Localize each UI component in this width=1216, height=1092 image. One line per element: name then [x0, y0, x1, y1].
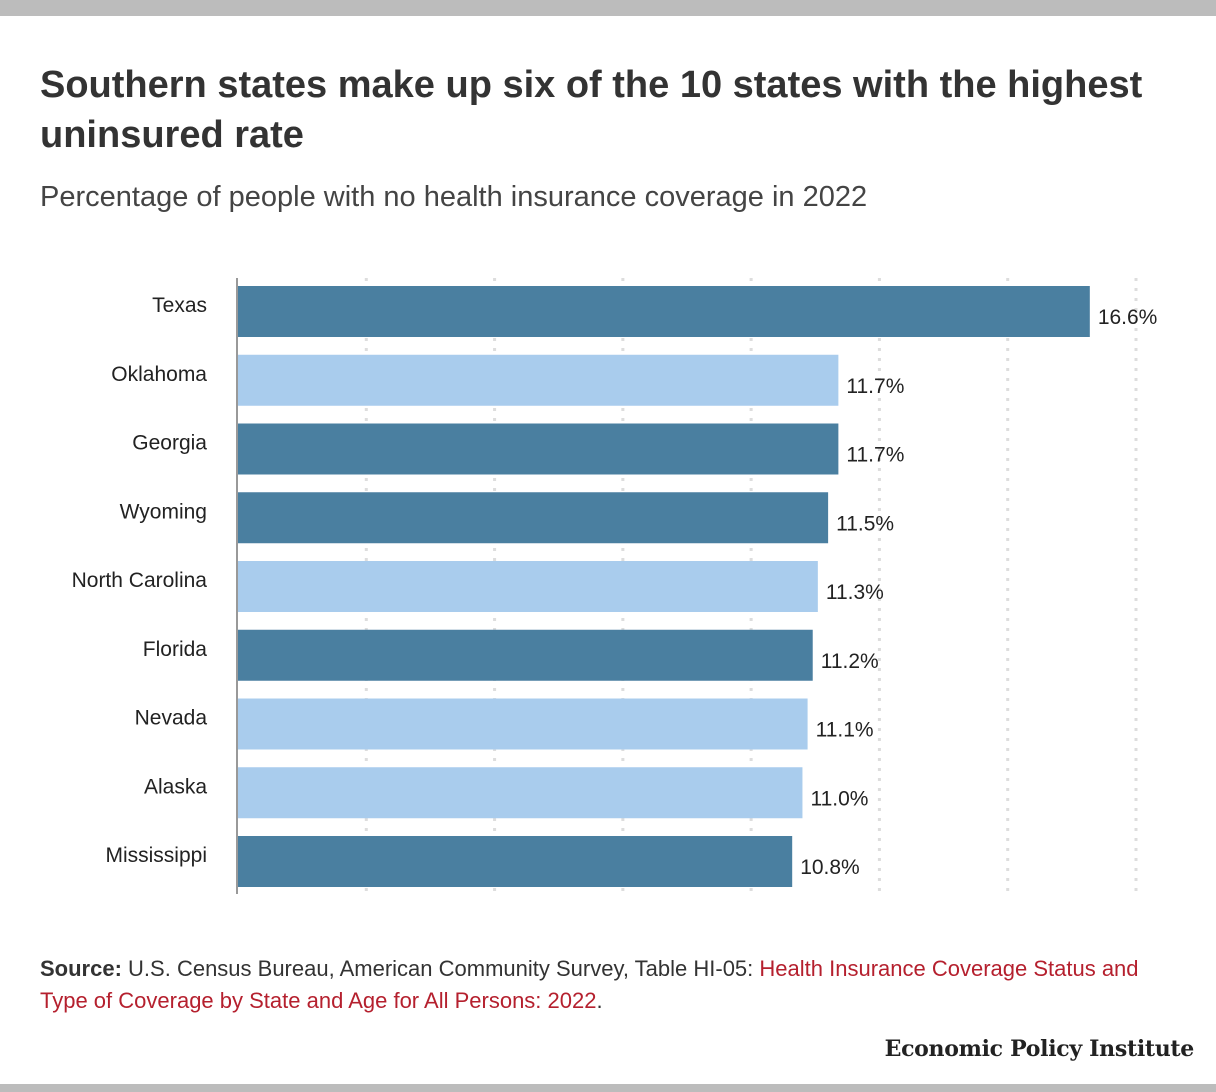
- bar: [238, 561, 818, 612]
- source-note: Source: U.S. Census Bureau, American Com…: [40, 953, 1180, 1017]
- category-label: Alaska: [144, 775, 207, 798]
- value-label: 11.0%: [810, 787, 868, 810]
- category-label: Wyoming: [120, 500, 207, 523]
- category-label: Nevada: [135, 707, 208, 730]
- value-label: 16.6%: [1098, 306, 1158, 329]
- source-label: Source:: [40, 956, 122, 981]
- bar-chart: Texas 16.6% Oklahoma 11.7% Georgia 11.7% Wyomi…: [72, 278, 1158, 894]
- bar: [238, 836, 793, 887]
- category-label: Texas: [152, 294, 207, 317]
- chart-title: Southern states make up six of the 10 st…: [40, 64, 1143, 156]
- bar: [238, 698, 808, 750]
- value-label: 11.7%: [846, 444, 904, 467]
- chart-subtitle: Percentage of people with no health insu…: [40, 181, 868, 213]
- category-label: North Carolina: [72, 569, 208, 592]
- value-label: 11.7%: [846, 375, 904, 398]
- value-label: 11.1%: [816, 719, 874, 742]
- brand-logo: Economic Policy Institute: [884, 1036, 1195, 1062]
- bottom-border: [0, 1084, 1216, 1092]
- value-label: 11.3%: [826, 581, 884, 604]
- source-link[interactable]: Health Insurance Coverage Status and Typ…: [40, 956, 1139, 1013]
- source-end: .: [596, 988, 603, 1013]
- category-label: Florida: [143, 638, 208, 661]
- bar: [238, 423, 839, 475]
- bar: [238, 286, 1090, 337]
- category-label: Oklahoma: [111, 363, 207, 386]
- top-border: [0, 0, 1216, 16]
- value-label: 11.5%: [836, 512, 894, 535]
- value-label: 10.8%: [800, 856, 860, 879]
- source-text: U.S. Census Bureau, American Community S…: [128, 956, 754, 981]
- category-label: Mississippi: [105, 844, 207, 867]
- category-label: Georgia: [132, 432, 207, 455]
- bar: [238, 492, 829, 544]
- bar: [238, 354, 839, 406]
- bar: [238, 767, 803, 819]
- value-label: 11.2%: [821, 650, 879, 673]
- bar: [238, 629, 813, 681]
